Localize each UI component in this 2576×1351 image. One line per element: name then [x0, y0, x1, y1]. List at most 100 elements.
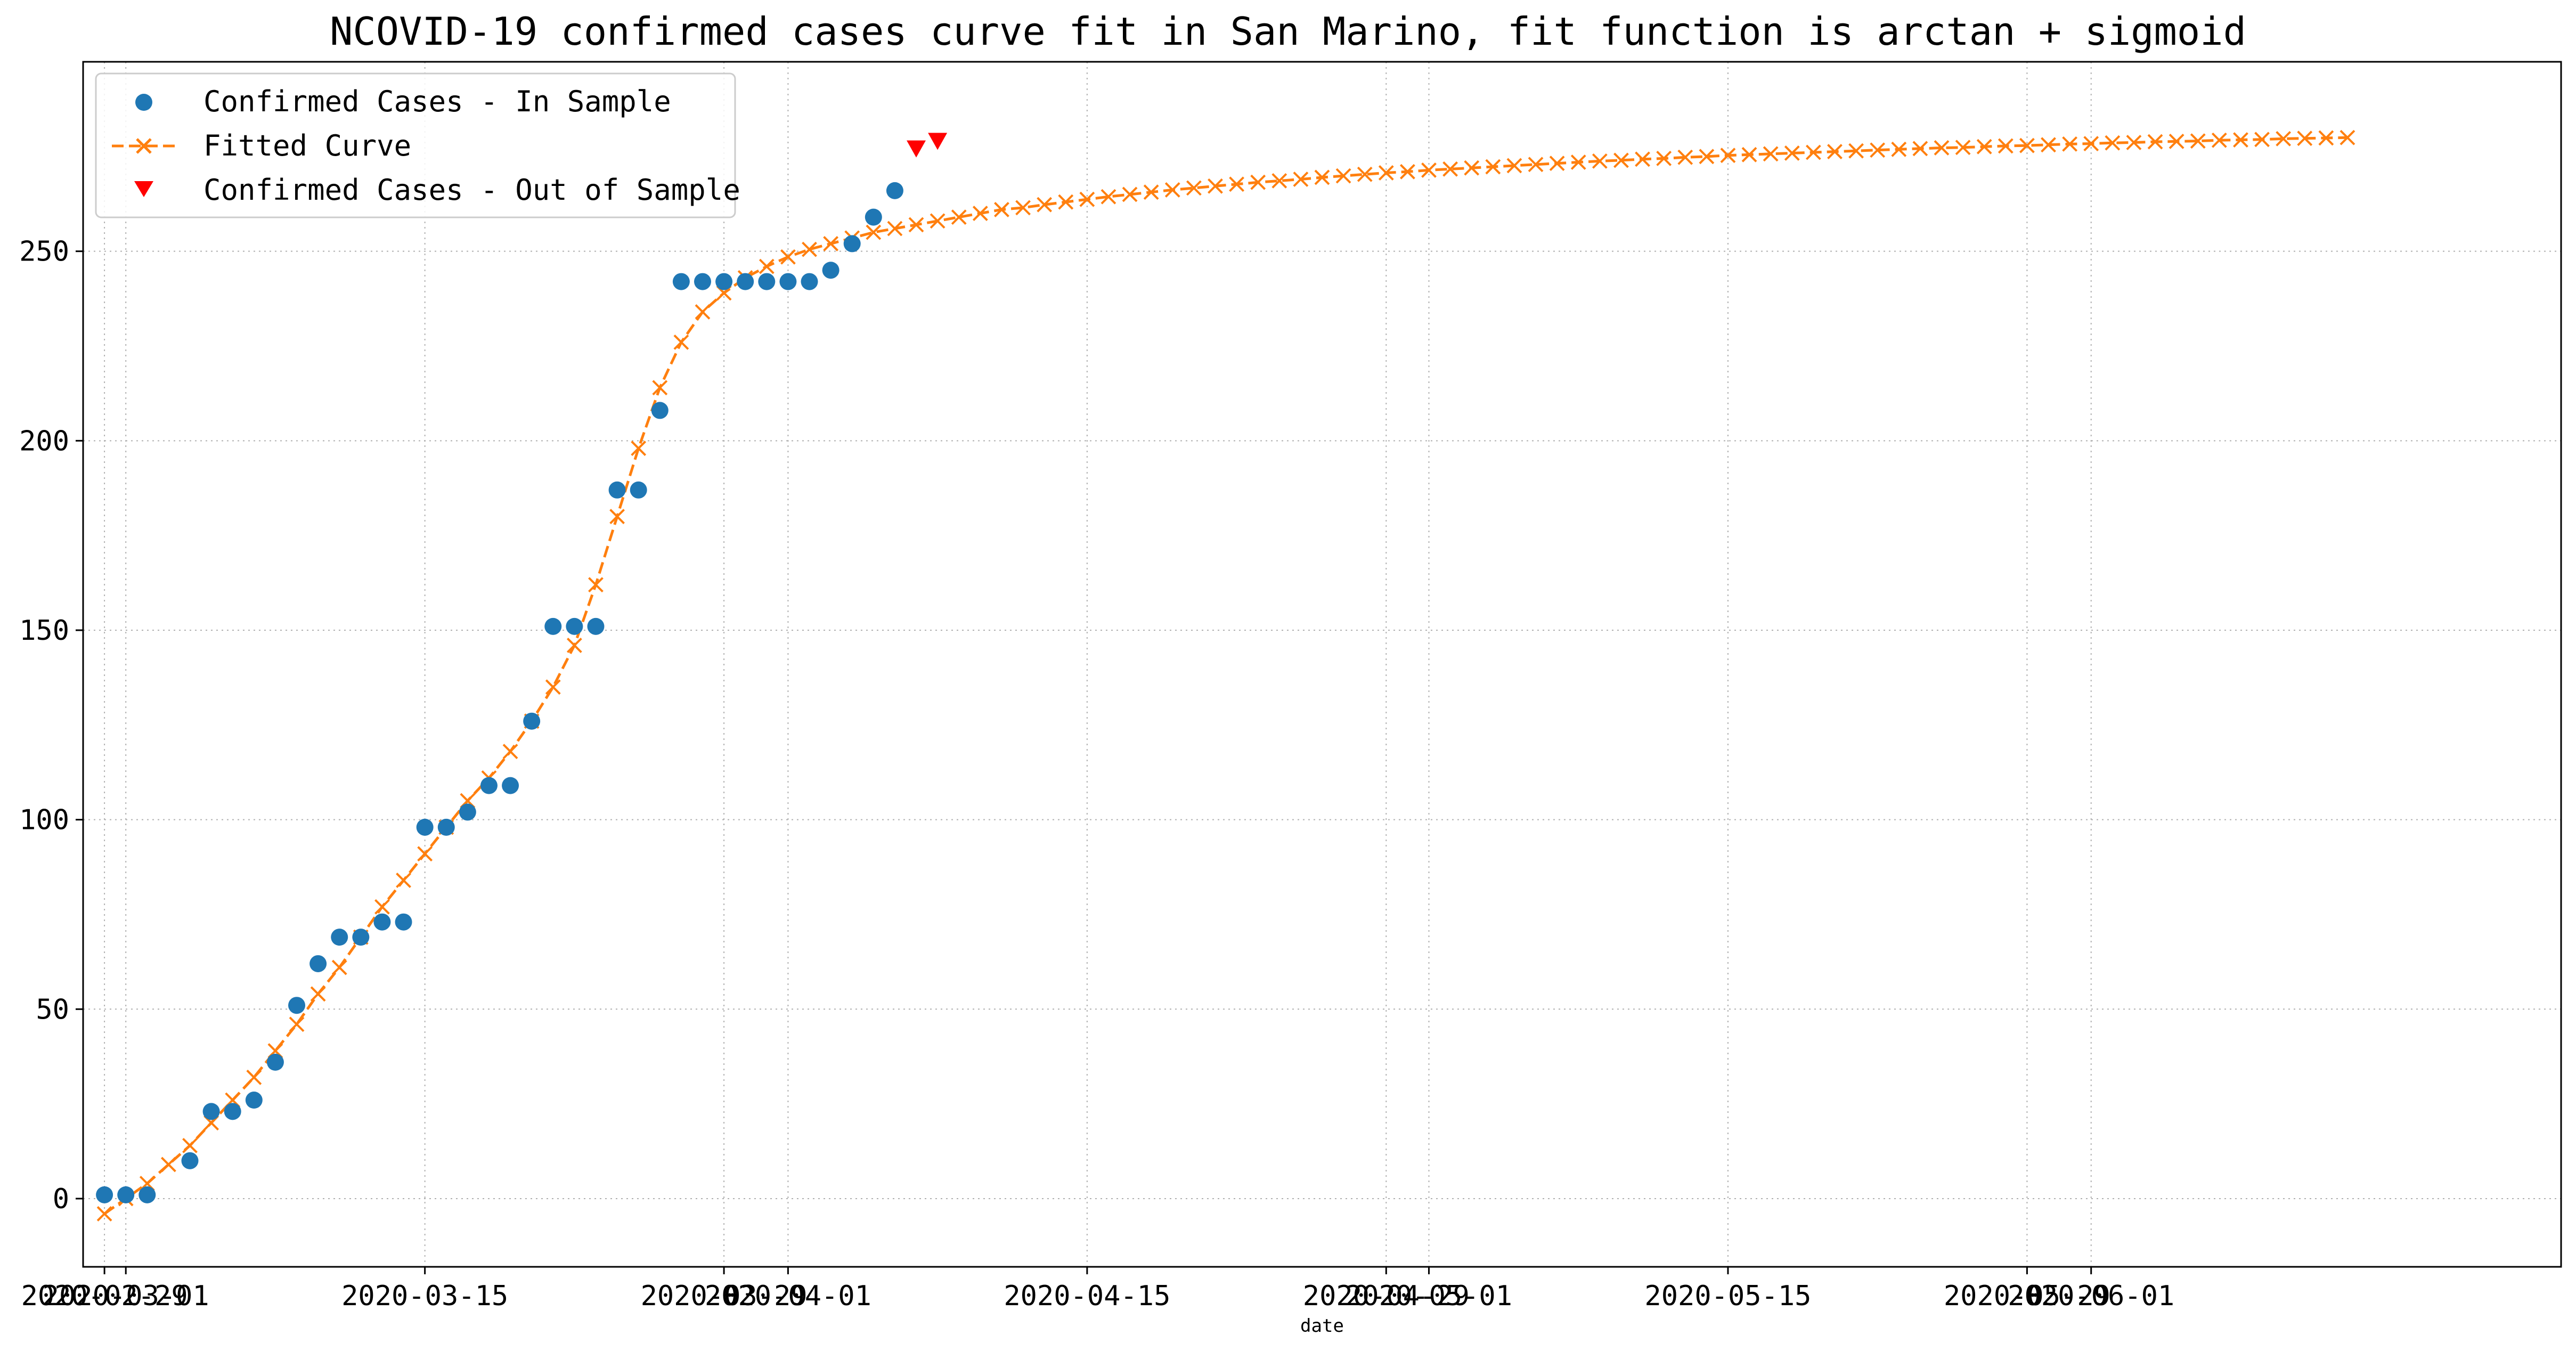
- fitted-curve-point: [374, 899, 390, 915]
- fitted-curve-point: [2169, 133, 2184, 149]
- fitted-curve-point: [2339, 129, 2355, 145]
- fitted-curve-point: [246, 1069, 262, 1085]
- fitted-curve-point: [652, 380, 668, 396]
- plot-frame: [82, 61, 2562, 1268]
- fitted-curve-point: [1699, 149, 1715, 165]
- fitted-curve-point: [182, 1137, 198, 1153]
- x-axis-label: date: [1300, 1315, 1344, 1337]
- fitted-curve-point: [866, 224, 882, 240]
- fitted-curve-point: [1720, 148, 1736, 164]
- fitted-curve-point: [331, 959, 347, 975]
- fitted-curve-point: [1079, 191, 1095, 207]
- fitted-curve-point: [96, 1206, 112, 1222]
- y-tick-label: 250: [19, 236, 69, 268]
- in-sample-point: [651, 402, 669, 419]
- fitted-curve-point: [802, 241, 817, 257]
- legend: Confirmed Cases - In Sample Fitted Curve…: [95, 72, 740, 218]
- in-sample-point: [502, 777, 519, 794]
- in-sample-point: [523, 712, 541, 730]
- x-tick-label: 2020-03-01: [43, 1280, 209, 1312]
- fitted-curve-point: [1293, 172, 1309, 187]
- fitted-curve-point: [930, 213, 945, 229]
- legend-label-in-sample: Confirmed Cases - In Sample: [203, 85, 671, 118]
- fitted-curve-series: [103, 136, 2348, 1215]
- fitted-curve-point: [1271, 173, 1287, 189]
- in-sample-point: [694, 273, 711, 290]
- x-tick-label: 2020-06-01: [2008, 1280, 2174, 1312]
- fitted-curve-point: [951, 209, 967, 225]
- in-sample-point: [437, 818, 455, 836]
- fitted-curve-point: [2062, 136, 2078, 152]
- fitted-curve-point: [417, 846, 433, 862]
- fitted-curve-point: [1442, 161, 1458, 177]
- fitted-curve-point: [1100, 189, 1116, 205]
- in-sample-point: [779, 273, 797, 290]
- fitted-curve-point: [1314, 169, 1330, 185]
- fitted-curve-point: [2233, 132, 2248, 148]
- fitted-curve-point: [1613, 152, 1629, 168]
- fitted-curve-point: [545, 679, 561, 695]
- fitted-curve-point: [823, 236, 839, 251]
- fitted-curve-point: [1506, 158, 1522, 174]
- fitted-curve-point: [1763, 146, 1779, 162]
- fitted-curve-point: [972, 206, 988, 221]
- in-sample-point: [416, 818, 434, 836]
- fitted-curve-point: [1208, 178, 1223, 194]
- fitted-curve-point: [695, 304, 711, 320]
- fitted-curve-point: [1998, 138, 2013, 154]
- fitted-curve-point: [1635, 151, 1650, 167]
- y-tick-label: 200: [19, 425, 69, 457]
- fitted-curve-point: [2318, 130, 2334, 146]
- y-tick-label: 150: [19, 615, 69, 647]
- fitted-curve-point: [908, 217, 924, 233]
- fitted-curve-point: [2041, 137, 2056, 153]
- fitted-curve-point: [1186, 180, 1202, 196]
- in-sample-point: [822, 262, 839, 279]
- fitted-curve-point: [887, 221, 903, 237]
- fitted-curve-point: [1528, 157, 1544, 173]
- fitted-curve-point: [1592, 153, 1608, 169]
- fitted-curve-point: [994, 202, 1009, 217]
- in-sample-point: [566, 617, 583, 635]
- fitted-curve-point: [2297, 131, 2313, 147]
- fitted-curve-point: [588, 577, 604, 593]
- out-of-sample-point: [907, 140, 926, 158]
- fitted-curve-point: [1570, 154, 1586, 170]
- fitted-curve-point: [1934, 140, 1950, 156]
- fitted-curve-point: [759, 258, 775, 274]
- x-axis: 2020-03-01 2020-03-15 2020-04-01 2020-04-15…: [21, 1267, 2174, 1312]
- in-sample-point: [331, 929, 348, 946]
- in-sample-point: [459, 803, 476, 821]
- in-sample-point: [352, 929, 370, 946]
- legend-triangle-marker: [134, 181, 153, 197]
- x-tick-label: 2020-05-01: [1346, 1280, 1512, 1312]
- fitted-curve-point: [1805, 144, 1821, 160]
- fitted-curve-point: [1677, 149, 1693, 165]
- fitted-curve-point: [1464, 160, 1480, 176]
- in-sample-point: [886, 182, 903, 199]
- fitted-curve-point: [1976, 139, 1992, 154]
- fitted-curve-point: [1378, 165, 1394, 181]
- legend-label-fitted: Fitted Curve: [203, 129, 411, 162]
- in-sample-point: [373, 913, 391, 931]
- in-sample-point: [245, 1092, 263, 1109]
- in-sample-point: [715, 273, 733, 290]
- in-sample-point: [737, 273, 754, 290]
- fitted-curve-point: [2019, 137, 2035, 153]
- in-sample-point: [865, 208, 882, 226]
- fitted-curve-point: [1485, 159, 1501, 175]
- fitted-curve-point: [566, 638, 582, 653]
- fitted-curve-point: [1229, 176, 1245, 192]
- in-sample-point: [117, 1186, 135, 1203]
- in-sample-point: [544, 617, 562, 635]
- fitted-curve-point: [2105, 135, 2121, 151]
- in-sample-point: [202, 1103, 220, 1120]
- fitted-curve-point: [160, 1157, 176, 1173]
- x-tick-label: 2020-05-29: [1944, 1280, 2110, 1312]
- in-sample-point: [608, 481, 626, 499]
- fitted-curve-point: [1784, 145, 1800, 161]
- fitted-curve-point: [2276, 131, 2292, 147]
- chart-title: NCOVID-19 confirmed cases curve fit in S…: [330, 9, 2246, 54]
- fitted-curve-point: [1955, 140, 1971, 156]
